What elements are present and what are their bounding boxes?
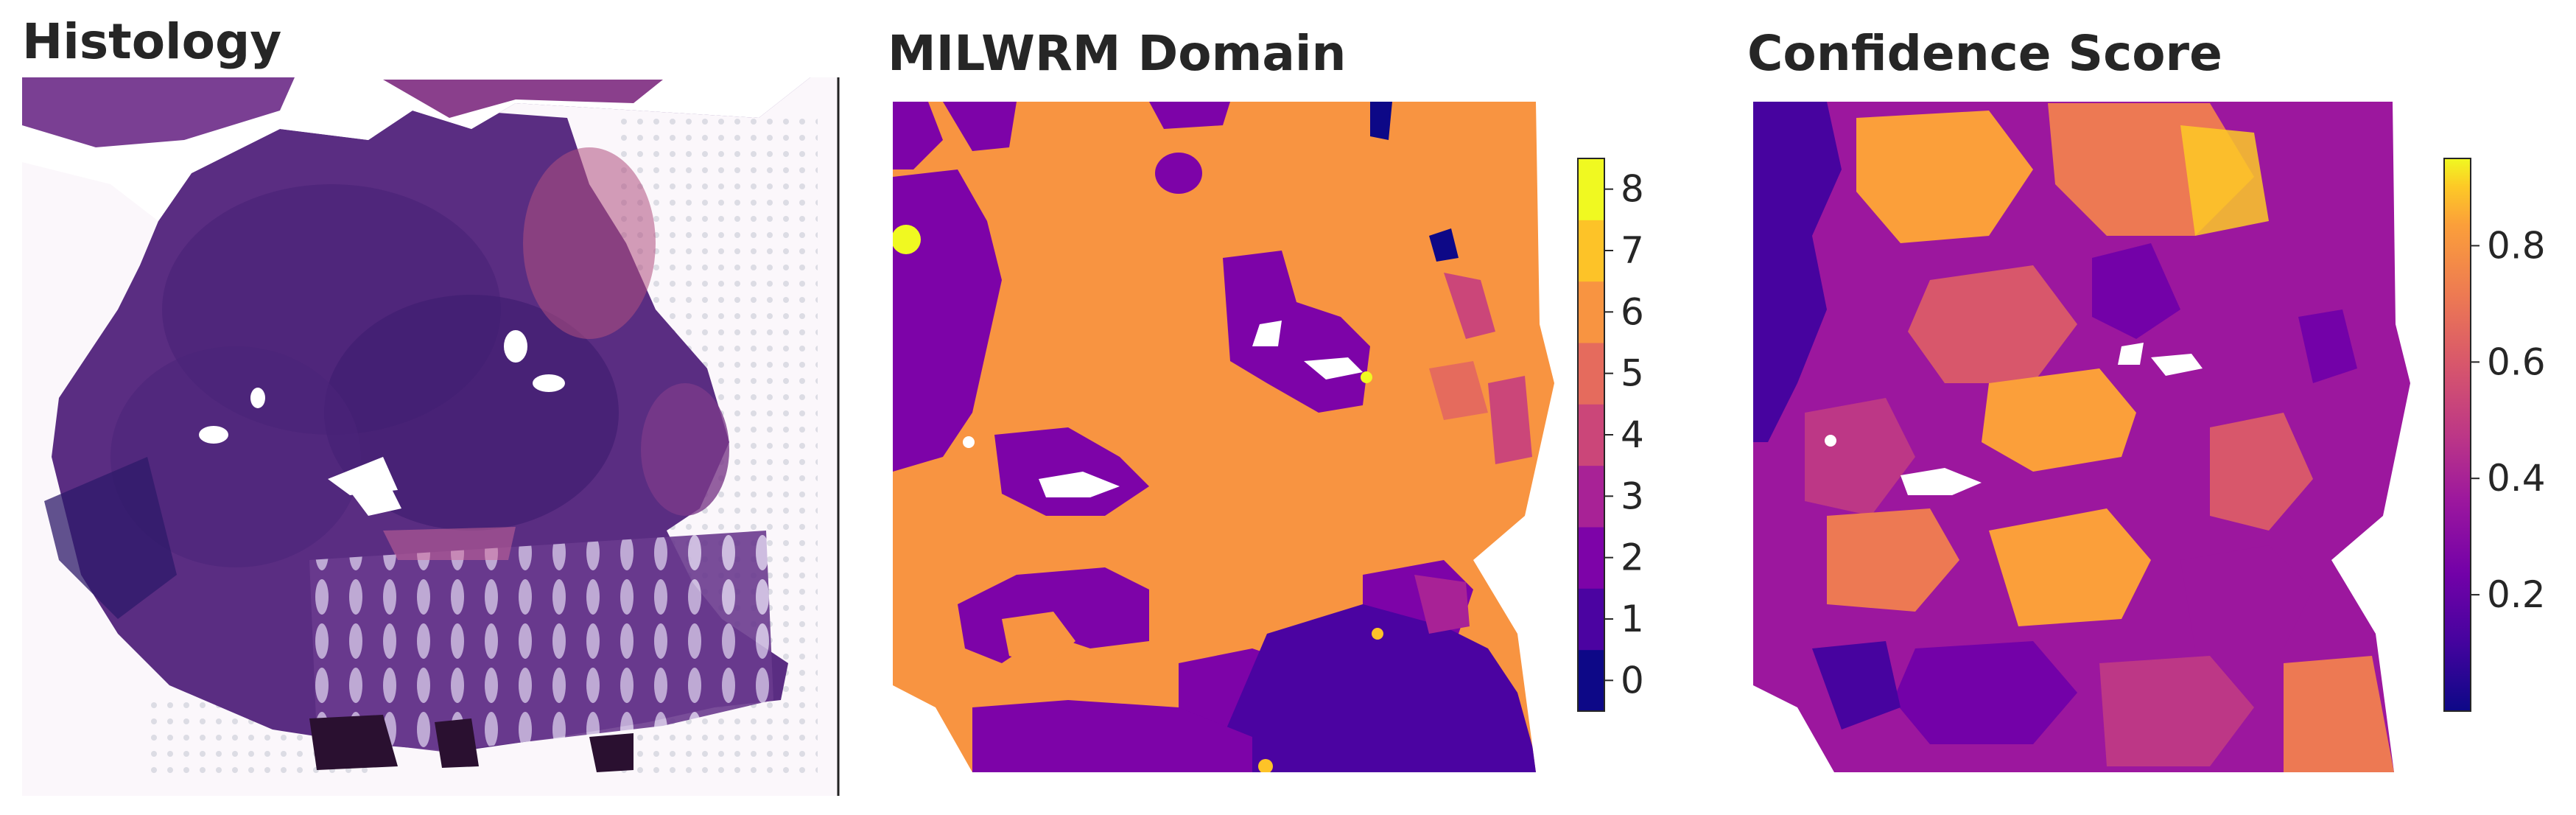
domain-colorbar-segment xyxy=(1578,343,1604,405)
histology-image xyxy=(22,77,840,796)
domain-colorbar-tick-label: 0 xyxy=(1621,659,1644,702)
domain-map xyxy=(893,102,1554,772)
confidence-colorbar: 0.2 0.4 0.6 0.8 xyxy=(2443,158,2546,712)
domain-colorbar-tick-label: 1 xyxy=(1621,598,1644,640)
domain-colorbar-segment xyxy=(1578,465,1604,528)
domain-colorbar-tick-label: 4 xyxy=(1621,413,1644,456)
confidence-colorbar-tick-label: 0.6 xyxy=(2487,340,2546,383)
confidence-colorbar-gradient xyxy=(2443,158,2471,712)
confidence-map xyxy=(1753,102,2410,772)
domain-colorbar-segment xyxy=(1578,649,1604,712)
domain-colorbar-tick-label: 7 xyxy=(1621,229,1644,272)
domain-colorbar: 0 1 2 3 4 5 6 7 8 xyxy=(1577,158,1644,712)
domain-colorbar-tick-label: 3 xyxy=(1621,475,1644,517)
domain-colorbar-tick-label: 2 xyxy=(1621,536,1644,579)
domain-colorbar-segment xyxy=(1578,158,1604,220)
domain-colorbar-tick-label: 6 xyxy=(1621,290,1644,333)
domain-colorbar-segment xyxy=(1578,404,1604,466)
confidence-colorbar-tick-label: 0.4 xyxy=(2487,457,2546,500)
confidence-score-title: Confidence Score xyxy=(1747,25,2222,82)
domain-colorbar-segment xyxy=(1578,220,1604,282)
milwrm-domain-title: MILWRM Domain xyxy=(888,25,1347,82)
histology-title: Histology xyxy=(22,13,282,70)
confidence-colorbar-tick-label: 0.8 xyxy=(2487,224,2546,267)
domain-colorbar-segment xyxy=(1578,527,1604,589)
domain-colorbar-tick-label: 5 xyxy=(1621,352,1644,395)
domain-colorbar-tick-label: 8 xyxy=(1621,168,1644,211)
domain-colorbar-segment xyxy=(1578,588,1604,651)
confidence-colorbar-tick-label: 0.2 xyxy=(2487,573,2546,616)
domain-colorbar-segment xyxy=(1578,281,1604,343)
